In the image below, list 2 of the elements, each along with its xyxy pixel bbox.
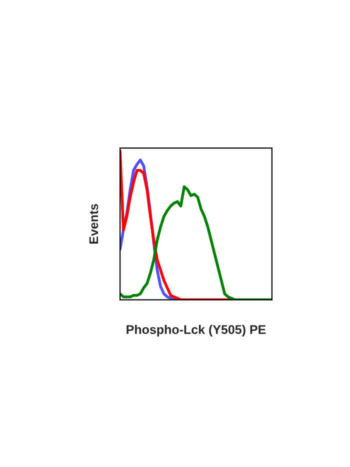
x-axis-title: Phospho-Lck (Y505) PE — [126, 324, 266, 336]
y-axis-title: Events — [89, 204, 98, 244]
